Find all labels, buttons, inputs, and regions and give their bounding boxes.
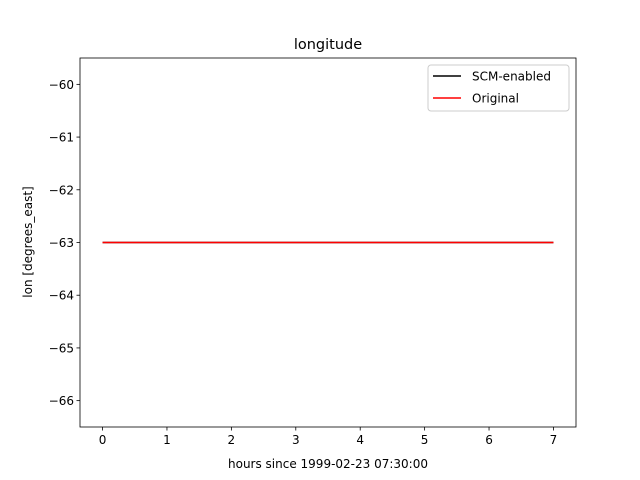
x-tick-label: 0 [99, 433, 107, 447]
x-tick-label: 3 [292, 433, 300, 447]
x-tick-label: 1 [163, 433, 171, 447]
legend-label: SCM-enabled [472, 70, 551, 84]
y-tick-label: −61 [49, 131, 74, 145]
y-tick-label: −64 [49, 289, 74, 303]
y-axis: −60 −61 −62 −63 −64 −65 −66 [49, 78, 80, 408]
x-axis-label: hours since 1999-02-23 07:30:00 [228, 457, 428, 471]
x-tick-label: 6 [485, 433, 493, 447]
x-tick-label: 7 [550, 433, 558, 447]
y-tick-label: −60 [49, 78, 74, 92]
y-tick-label: −66 [49, 394, 74, 408]
x-tick-label: 2 [228, 433, 236, 447]
legend-label: Original [472, 92, 519, 106]
x-axis: 0 1 2 3 4 5 6 7 [99, 427, 558, 447]
x-tick-label: 5 [421, 433, 429, 447]
x-tick-label: 4 [356, 433, 364, 447]
y-tick-label: −62 [49, 183, 74, 197]
chart-title: longitude [294, 37, 362, 53]
y-tick-label: −65 [49, 341, 74, 355]
legend: SCM-enabled Original [427, 64, 570, 112]
legend-box [427, 64, 570, 112]
y-axis-label: lon [degrees_east] [21, 186, 35, 297]
plot-area [79, 57, 577, 428]
y-tick-label: −63 [49, 236, 74, 250]
